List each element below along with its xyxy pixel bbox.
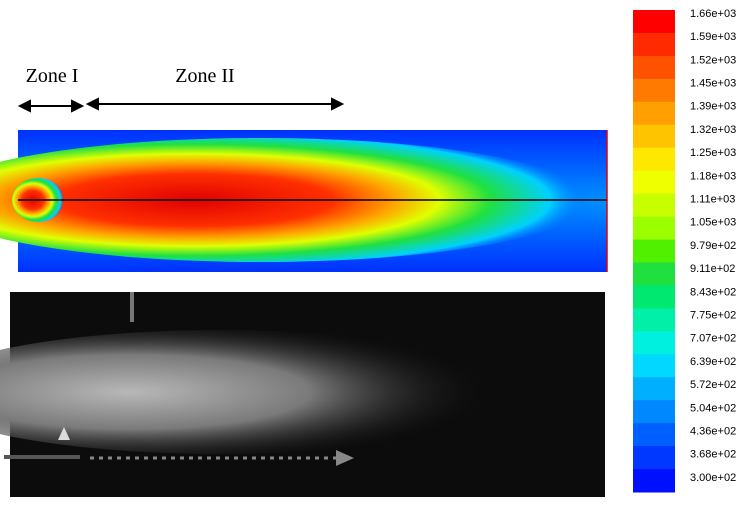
colorbar-label: 1.18e+03 <box>690 170 736 182</box>
colorbar-label: 1.45e+03 <box>690 78 736 90</box>
colorbar-band <box>633 125 675 148</box>
colorbar-band <box>633 56 675 79</box>
colorbar-band <box>633 354 675 377</box>
colorbar-label: 3.00e+02 <box>690 472 736 484</box>
colorbar-band <box>633 262 675 285</box>
flame-photo <box>0 292 605 497</box>
colorbar-band <box>633 33 675 56</box>
colorbar-band <box>633 308 675 331</box>
colorbar-label: 1.59e+03 <box>690 31 736 43</box>
colorbar: 1.66e+03 1.59e+03 1.52e+03 1.45e+03 1.39e+03… <box>633 8 736 493</box>
colorbar-label: 8.43e+02 <box>690 286 736 298</box>
colorbar-label: 9.11e+02 <box>690 263 735 275</box>
colorbar-band <box>633 331 675 354</box>
colorbar-label: 5.04e+02 <box>690 402 736 414</box>
colorbar-label: 3.68e+02 <box>690 449 736 461</box>
colorbar-label: 4.36e+02 <box>690 426 736 438</box>
colorbar-label: 1.66e+03 <box>690 8 736 20</box>
colorbar-label: 9.79e+02 <box>690 240 736 252</box>
colorbar-band <box>633 446 675 469</box>
colorbar-band <box>633 469 675 492</box>
colorbar-band <box>633 400 675 423</box>
zone-label: Zone I <box>26 65 79 87</box>
colorbar-band <box>633 285 675 308</box>
colorbar-label: 5.72e+02 <box>690 379 736 391</box>
colorbar-band <box>633 10 675 33</box>
zone-arrows <box>20 99 342 111</box>
contour-plot <box>0 130 607 272</box>
colorbar-label: 1.05e+03 <box>690 217 736 229</box>
zone-label: Zone II <box>175 65 234 87</box>
colorbar-band <box>633 79 675 102</box>
colorbar-label: 6.39e+02 <box>690 356 736 368</box>
colorbar-band <box>633 102 675 125</box>
colorbar-label: 7.75e+02 <box>690 310 736 322</box>
colorbar-label: 1.32e+03 <box>690 124 736 136</box>
figure: Zone I Zone II 1.66e+031.59e+031.52e+031… <box>0 0 748 508</box>
colorbar-band <box>633 171 675 194</box>
colorbar-label: 1.11e+03 <box>690 194 735 206</box>
colorbar-label: 1.25e+03 <box>690 147 736 159</box>
colorbar-band <box>633 217 675 240</box>
colorbar-band <box>633 148 675 171</box>
colorbar-label: 1.52e+03 <box>690 54 736 66</box>
colorbar-band <box>633 423 675 446</box>
colorbar-label: 1.39e+03 <box>690 101 736 113</box>
colorbar-band <box>633 377 675 400</box>
colorbar-label: 7.07e+02 <box>690 333 736 345</box>
colorbar-band <box>633 240 675 263</box>
colorbar-band <box>633 194 675 217</box>
